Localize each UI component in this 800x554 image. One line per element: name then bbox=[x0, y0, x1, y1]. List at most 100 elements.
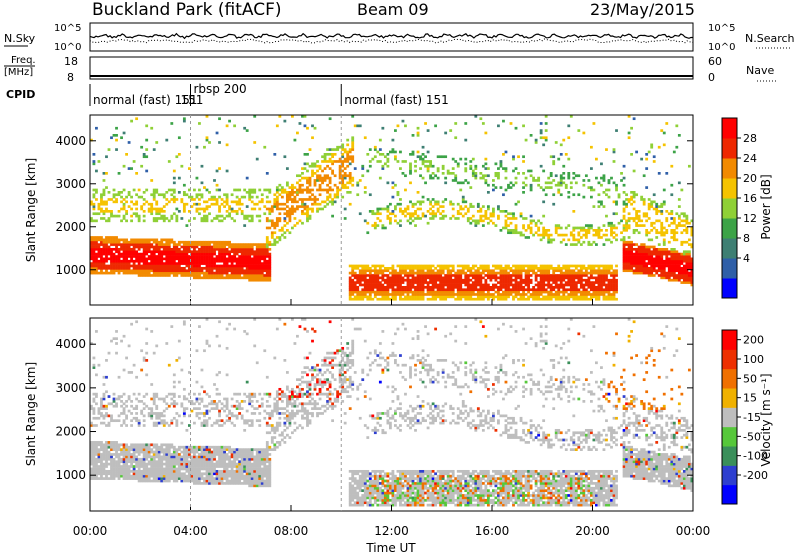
rti-cell bbox=[323, 155, 327, 159]
rti-cell bbox=[278, 202, 282, 206]
rti-cell bbox=[690, 259, 694, 263]
rti-cell bbox=[562, 276, 566, 280]
rti-cell bbox=[155, 274, 159, 277]
rti-cell bbox=[595, 233, 598, 237]
rti-cell bbox=[479, 276, 483, 280]
rti-cell bbox=[193, 252, 196, 256]
rti-cell bbox=[426, 264, 430, 268]
rti-cell bbox=[373, 286, 377, 289]
rti-cell bbox=[102, 240, 106, 244]
rti-cell bbox=[426, 210, 430, 213]
rti-cell bbox=[607, 179, 611, 182]
rti-cell bbox=[464, 122, 468, 125]
rti-cell bbox=[233, 200, 237, 204]
rti-cell bbox=[358, 212, 362, 216]
rti-cell bbox=[569, 264, 573, 268]
rti-cell bbox=[595, 295, 598, 299]
rti-cell bbox=[587, 267, 591, 270]
rti-cell bbox=[331, 155, 335, 159]
rti-cell bbox=[529, 188, 533, 192]
rti-cell bbox=[549, 286, 553, 289]
rti-cell bbox=[361, 288, 365, 292]
rti-cell bbox=[386, 207, 390, 211]
rti-cell bbox=[595, 243, 598, 246]
rti-cell bbox=[486, 264, 490, 268]
rti-cell bbox=[600, 281, 603, 284]
rti-cell bbox=[125, 245, 128, 249]
rti-cell bbox=[376, 276, 380, 280]
rti-cell bbox=[160, 238, 164, 242]
rti-cell bbox=[682, 267, 686, 270]
rti-cell bbox=[494, 274, 498, 277]
rti-cell bbox=[187, 245, 191, 249]
rti-cell bbox=[130, 219, 134, 223]
rti-cell bbox=[647, 259, 651, 263]
rti-cell bbox=[102, 248, 106, 251]
rti-cell bbox=[240, 252, 244, 256]
rti-cell bbox=[120, 465, 123, 468]
rti-cell bbox=[610, 283, 613, 287]
rti-cell bbox=[275, 205, 279, 208]
rti-cell bbox=[602, 243, 606, 246]
rti-cell bbox=[185, 274, 189, 277]
rti-cell bbox=[92, 250, 96, 254]
rti-cell bbox=[595, 297, 598, 301]
rti-cell bbox=[97, 255, 101, 258]
rti-cell bbox=[421, 274, 425, 277]
rti-cell bbox=[504, 290, 508, 294]
rti-cell bbox=[127, 448, 131, 451]
rti-cell bbox=[589, 269, 593, 273]
rti-cell bbox=[610, 264, 613, 268]
rti-cell bbox=[612, 181, 616, 185]
rti-cell bbox=[514, 288, 518, 292]
rti-cell bbox=[499, 293, 503, 296]
rti-cell bbox=[366, 288, 370, 292]
rti-cell bbox=[607, 293, 611, 296]
rti-cell bbox=[306, 219, 309, 223]
rti-cell bbox=[102, 179, 106, 182]
rti-cell bbox=[592, 264, 596, 268]
rti-cell bbox=[117, 257, 121, 261]
rti-cell bbox=[381, 290, 385, 294]
rti-cell bbox=[451, 167, 455, 170]
rti-cell bbox=[424, 293, 427, 296]
rti-cell bbox=[185, 264, 189, 268]
rti-cell bbox=[187, 248, 191, 251]
rti-cell bbox=[268, 274, 272, 277]
rti-cell bbox=[497, 264, 500, 268]
rti-cell bbox=[557, 297, 561, 301]
rti-cell bbox=[132, 474, 136, 478]
rti-cell bbox=[223, 205, 226, 208]
rti-cell bbox=[446, 269, 450, 273]
rti-cell bbox=[122, 255, 126, 258]
rti-cell bbox=[554, 295, 558, 299]
rti-cell bbox=[233, 274, 237, 277]
rti-cell bbox=[338, 188, 342, 192]
rti-cell bbox=[640, 198, 644, 201]
rti-cell bbox=[630, 126, 633, 130]
rti-cell bbox=[150, 259, 154, 263]
rti-cell bbox=[597, 283, 601, 287]
rti-cell bbox=[215, 276, 219, 280]
rti-cell bbox=[107, 441, 111, 444]
rti-cell bbox=[587, 281, 591, 284]
rti-cell bbox=[230, 207, 234, 211]
rti-cell bbox=[600, 200, 603, 204]
rti-cell bbox=[637, 231, 641, 235]
rti-cell bbox=[235, 267, 239, 270]
rti-cell bbox=[102, 407, 106, 410]
rti-cell bbox=[665, 276, 669, 280]
rti-cell bbox=[268, 200, 272, 204]
rti-cell bbox=[102, 202, 106, 206]
rti-cell bbox=[100, 193, 103, 197]
rti-cell bbox=[248, 191, 252, 194]
rti-cell bbox=[298, 205, 302, 208]
rti-cell bbox=[323, 200, 327, 204]
rti-cell bbox=[117, 193, 121, 197]
rti-cell bbox=[213, 252, 216, 256]
rti-cell bbox=[203, 243, 206, 246]
rti-cell bbox=[612, 281, 616, 284]
rti-cell bbox=[333, 200, 337, 204]
rti-cell bbox=[90, 457, 93, 461]
rti-cell bbox=[240, 257, 244, 261]
